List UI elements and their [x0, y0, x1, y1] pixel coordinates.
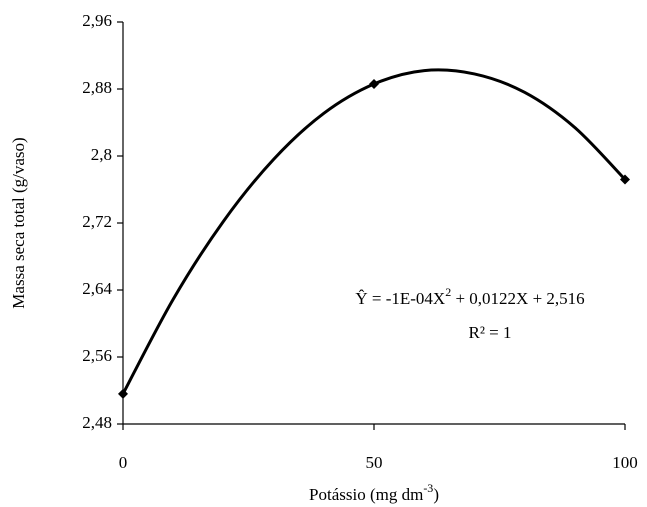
equation: Ŷ = -1E-04X2 + 0,0122X + 2,516 [355, 285, 584, 308]
y-tick-label: 2,56 [82, 346, 112, 365]
x-tick-label: 100 [612, 453, 638, 472]
equation-part: Ŷ = -1E-04X [355, 289, 445, 308]
x-tick-label: 50 [366, 453, 383, 472]
y-tick-label: 2,88 [82, 78, 112, 97]
data-point [369, 78, 379, 89]
x-tick-label: 0 [119, 453, 128, 472]
y-tick-label: 2,48 [82, 413, 112, 432]
y-tick-label: 2,8 [91, 145, 112, 164]
x-axis-label: Potássio (mg dm-3) [309, 481, 439, 504]
r-squared: R² = 1 [468, 323, 511, 342]
equation-sup: 2 [445, 285, 451, 299]
y-tick-label: 2,96 [82, 11, 112, 30]
y-tick-label: 2,72 [82, 212, 112, 231]
trend-line [121, 68, 627, 395]
data-point [620, 174, 630, 185]
equation-part: + 0,0122X + 2,516 [451, 289, 584, 308]
y-tick-label: 2,64 [82, 279, 112, 298]
x-label-main: Potássio (mg dm [309, 485, 423, 504]
data-point [118, 388, 128, 399]
x-label-end: ) [433, 485, 439, 504]
x-label-sup: -3 [423, 481, 433, 495]
y-axis-label: Massa seca total (g/vaso) [9, 137, 28, 308]
